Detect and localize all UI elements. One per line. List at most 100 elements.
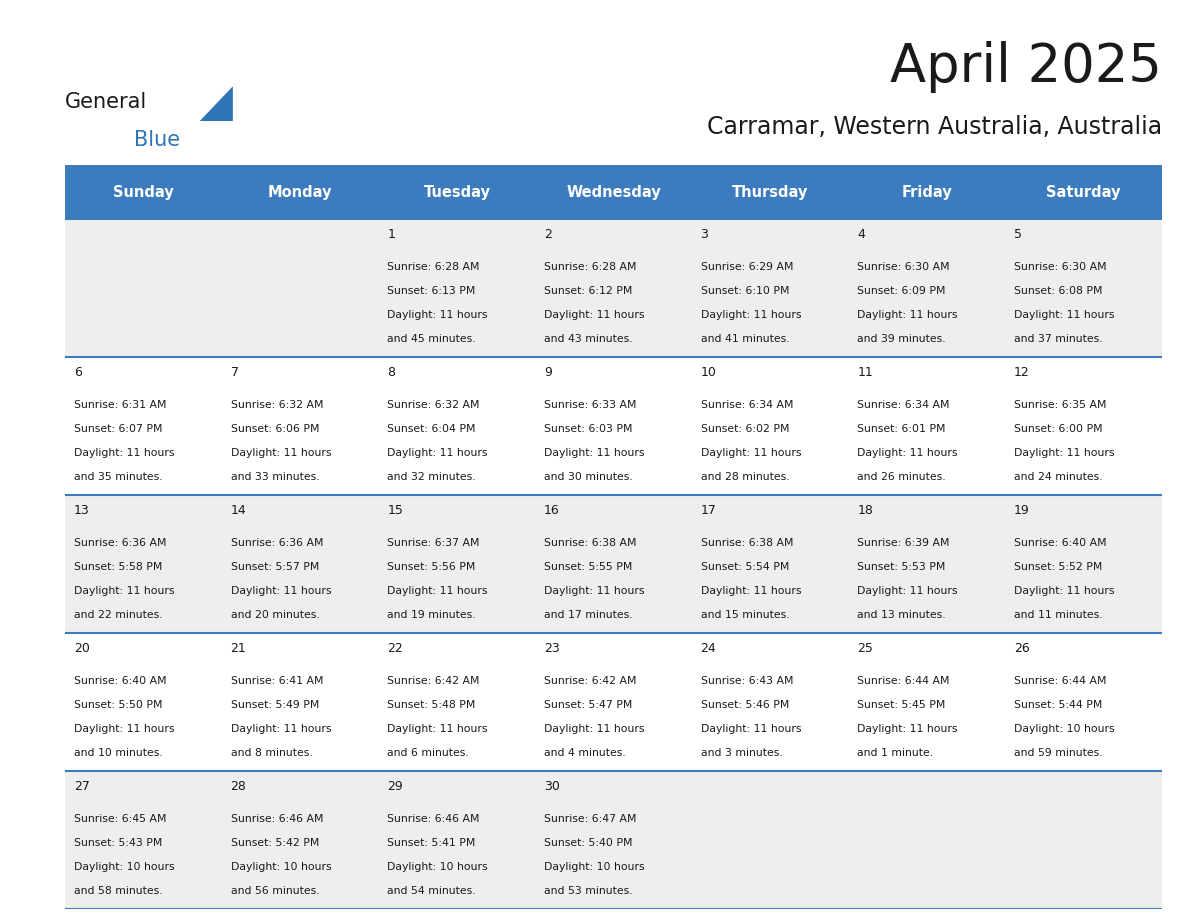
Text: and 11 minutes.: and 11 minutes. (1013, 610, 1102, 621)
Text: Daylight: 11 hours: Daylight: 11 hours (74, 587, 175, 596)
Text: and 45 minutes.: and 45 minutes. (387, 334, 476, 344)
Text: Sunrise: 6:30 AM: Sunrise: 6:30 AM (858, 262, 950, 272)
Text: Daylight: 11 hours: Daylight: 11 hours (74, 448, 175, 458)
Text: Sunrise: 6:45 AM: Sunrise: 6:45 AM (74, 814, 166, 824)
Text: and 24 minutes.: and 24 minutes. (1013, 473, 1102, 482)
Text: 25: 25 (858, 642, 873, 655)
Text: 1: 1 (387, 228, 396, 241)
Text: Daylight: 11 hours: Daylight: 11 hours (544, 724, 644, 734)
Text: and 41 minutes.: and 41 minutes. (701, 334, 789, 344)
Text: 24: 24 (701, 642, 716, 655)
Text: Sunrise: 6:37 AM: Sunrise: 6:37 AM (387, 538, 480, 548)
Text: and 53 minutes.: and 53 minutes. (544, 887, 632, 896)
Text: Sunset: 6:09 PM: Sunset: 6:09 PM (858, 286, 946, 297)
Text: Sunrise: 6:44 AM: Sunrise: 6:44 AM (1013, 676, 1106, 686)
Text: 6: 6 (74, 365, 82, 379)
Text: 8: 8 (387, 365, 396, 379)
Text: Sunday: Sunday (113, 185, 173, 199)
Text: 12: 12 (1013, 365, 1030, 379)
Text: Sunset: 6:01 PM: Sunset: 6:01 PM (858, 424, 946, 434)
Text: Sunrise: 6:34 AM: Sunrise: 6:34 AM (858, 400, 949, 410)
Text: and 54 minutes.: and 54 minutes. (387, 887, 476, 896)
Text: Daylight: 11 hours: Daylight: 11 hours (1013, 310, 1114, 320)
Text: Daylight: 11 hours: Daylight: 11 hours (858, 448, 958, 458)
Text: Sunset: 5:55 PM: Sunset: 5:55 PM (544, 562, 632, 572)
Text: Daylight: 11 hours: Daylight: 11 hours (701, 448, 801, 458)
Bar (65, 165, 1162, 218)
Text: Sunset: 6:07 PM: Sunset: 6:07 PM (74, 424, 163, 434)
Text: and 3 minutes.: and 3 minutes. (701, 748, 782, 758)
Text: 19: 19 (1013, 504, 1030, 517)
Text: Sunrise: 6:28 AM: Sunrise: 6:28 AM (387, 262, 480, 272)
Text: Sunset: 5:44 PM: Sunset: 5:44 PM (1013, 700, 1102, 711)
Text: Daylight: 11 hours: Daylight: 11 hours (74, 724, 175, 734)
Text: Daylight: 10 hours: Daylight: 10 hours (387, 862, 488, 872)
Text: Sunset: 6:03 PM: Sunset: 6:03 PM (544, 424, 632, 434)
Text: Sunset: 5:48 PM: Sunset: 5:48 PM (387, 700, 475, 711)
Text: Sunset: 5:49 PM: Sunset: 5:49 PM (230, 700, 318, 711)
Text: and 37 minutes.: and 37 minutes. (1013, 334, 1102, 344)
Text: Sunset: 5:43 PM: Sunset: 5:43 PM (74, 838, 163, 848)
Text: and 6 minutes.: and 6 minutes. (387, 748, 469, 758)
Text: Sunset: 5:45 PM: Sunset: 5:45 PM (858, 700, 946, 711)
Text: Sunset: 5:57 PM: Sunset: 5:57 PM (230, 562, 318, 572)
Text: and 28 minutes.: and 28 minutes. (701, 473, 789, 482)
Text: Sunrise: 6:43 AM: Sunrise: 6:43 AM (701, 676, 794, 686)
Text: Sunrise: 6:34 AM: Sunrise: 6:34 AM (701, 400, 794, 410)
Text: Sunrise: 6:38 AM: Sunrise: 6:38 AM (701, 538, 794, 548)
Text: Sunset: 6:13 PM: Sunset: 6:13 PM (387, 286, 475, 297)
Text: 13: 13 (74, 504, 90, 517)
Text: and 56 minutes.: and 56 minutes. (230, 887, 320, 896)
Text: Sunset: 6:10 PM: Sunset: 6:10 PM (701, 286, 789, 297)
Text: and 39 minutes.: and 39 minutes. (858, 334, 946, 344)
Text: Sunset: 6:12 PM: Sunset: 6:12 PM (544, 286, 632, 297)
Text: and 43 minutes.: and 43 minutes. (544, 334, 632, 344)
Text: Sunrise: 6:33 AM: Sunrise: 6:33 AM (544, 400, 637, 410)
Text: and 32 minutes.: and 32 minutes. (387, 473, 476, 482)
Polygon shape (200, 86, 233, 121)
Text: 18: 18 (858, 504, 873, 517)
Text: Daylight: 11 hours: Daylight: 11 hours (701, 310, 801, 320)
Text: General: General (65, 92, 147, 112)
Text: Friday: Friday (902, 185, 953, 199)
Text: Sunrise: 6:31 AM: Sunrise: 6:31 AM (74, 400, 166, 410)
Text: Daylight: 11 hours: Daylight: 11 hours (230, 724, 331, 734)
Text: Sunset: 5:52 PM: Sunset: 5:52 PM (1013, 562, 1102, 572)
Text: and 22 minutes.: and 22 minutes. (74, 610, 163, 621)
Text: Daylight: 11 hours: Daylight: 11 hours (387, 587, 488, 596)
Text: 3: 3 (701, 228, 708, 241)
Text: Sunrise: 6:36 AM: Sunrise: 6:36 AM (230, 538, 323, 548)
Text: 28: 28 (230, 779, 246, 793)
Text: Blue: Blue (134, 130, 181, 151)
Text: Sunset: 6:04 PM: Sunset: 6:04 PM (387, 424, 475, 434)
Bar (65, 771, 1162, 909)
Text: Daylight: 11 hours: Daylight: 11 hours (544, 310, 644, 320)
Text: and 8 minutes.: and 8 minutes. (230, 748, 312, 758)
Text: Sunset: 5:53 PM: Sunset: 5:53 PM (858, 562, 946, 572)
Text: Thursday: Thursday (732, 185, 809, 199)
Text: Sunrise: 6:40 AM: Sunrise: 6:40 AM (1013, 538, 1106, 548)
Text: Daylight: 11 hours: Daylight: 11 hours (858, 724, 958, 734)
Text: Sunrise: 6:32 AM: Sunrise: 6:32 AM (387, 400, 480, 410)
Bar (65, 495, 1162, 633)
Text: and 58 minutes.: and 58 minutes. (74, 887, 163, 896)
Bar (65, 357, 1162, 495)
Text: 11: 11 (858, 365, 873, 379)
Text: 29: 29 (387, 779, 403, 793)
Text: Sunset: 5:54 PM: Sunset: 5:54 PM (701, 562, 789, 572)
Text: 23: 23 (544, 642, 560, 655)
Text: and 35 minutes.: and 35 minutes. (74, 473, 163, 482)
Text: 9: 9 (544, 365, 551, 379)
Text: Sunrise: 6:38 AM: Sunrise: 6:38 AM (544, 538, 637, 548)
Text: Sunset: 5:50 PM: Sunset: 5:50 PM (74, 700, 163, 711)
Bar (65, 633, 1162, 771)
Text: Daylight: 11 hours: Daylight: 11 hours (701, 587, 801, 596)
Text: Daylight: 10 hours: Daylight: 10 hours (544, 862, 645, 872)
Text: Sunrise: 6:42 AM: Sunrise: 6:42 AM (387, 676, 480, 686)
Text: Sunset: 5:46 PM: Sunset: 5:46 PM (701, 700, 789, 711)
Text: Daylight: 10 hours: Daylight: 10 hours (230, 862, 331, 872)
Text: Daylight: 11 hours: Daylight: 11 hours (544, 587, 644, 596)
Text: Sunrise: 6:40 AM: Sunrise: 6:40 AM (74, 676, 166, 686)
Text: Sunrise: 6:46 AM: Sunrise: 6:46 AM (387, 814, 480, 824)
Text: Daylight: 10 hours: Daylight: 10 hours (1013, 724, 1114, 734)
